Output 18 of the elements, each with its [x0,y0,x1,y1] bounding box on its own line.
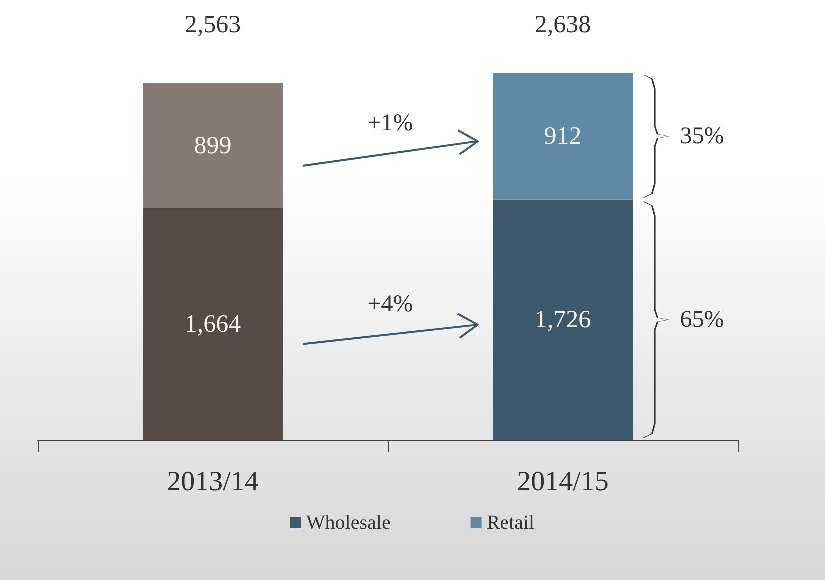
total-label: 2,563 [184,12,242,38]
legend-label: Wholesale [306,512,391,534]
data-label: 912 [544,122,582,150]
total-label: 2,638 [534,12,592,38]
annotation: 35% [680,123,724,150]
x-tick-label: 2014/15 [517,466,609,498]
annotation: +4% [368,292,414,318]
bar [143,208,283,440]
x-tick-label: 2013/14 [167,466,259,498]
bar [493,73,633,200]
bar [143,83,283,209]
annotation: 65% [680,306,724,333]
data-label: 1,726 [534,306,592,334]
legend-label: Retail [486,512,536,534]
data-label: 1,664 [184,310,242,338]
bar [493,200,633,440]
annotation: +1% [368,110,414,137]
data-label: 899 [194,132,232,160]
